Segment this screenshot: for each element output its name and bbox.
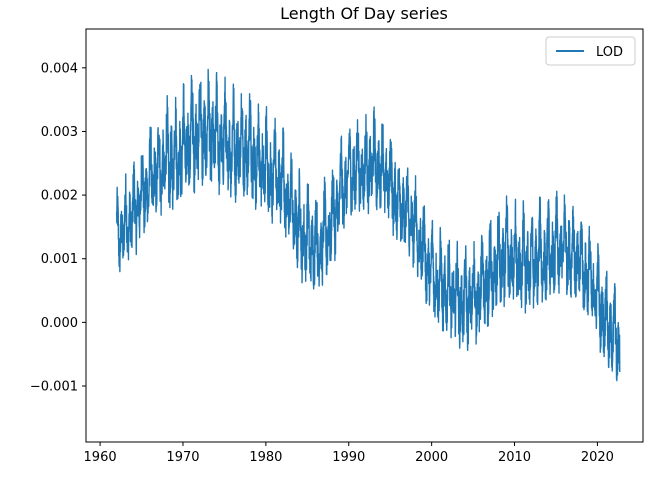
lod-series-line bbox=[115, 68, 621, 382]
y-tick-label: 0.000 bbox=[41, 316, 78, 331]
x-tick-label: 1980 bbox=[249, 450, 282, 465]
legend-entry-lod: LOD bbox=[596, 45, 623, 60]
y-tick-label: −0.001 bbox=[30, 380, 78, 395]
x-axis: 1960 1970 1980 1990 2000 2010 2020 bbox=[84, 442, 614, 465]
x-tick-label: 1990 bbox=[332, 450, 365, 465]
x-tick-label: 2020 bbox=[581, 450, 614, 465]
axes-frame bbox=[85, 28, 644, 443]
y-tick-label: 0.001 bbox=[41, 252, 78, 267]
legend-box bbox=[545, 36, 636, 66]
y-axis: −0.001 0.000 0.001 0.002 0.003 0.004 bbox=[30, 61, 86, 395]
legend: LOD bbox=[545, 36, 636, 66]
series-layer bbox=[115, 68, 621, 382]
y-tick-label: 0.003 bbox=[41, 125, 78, 140]
x-tick-label: 1970 bbox=[166, 450, 199, 465]
x-tick-label: 2000 bbox=[415, 450, 448, 465]
y-tick-label: 0.004 bbox=[41, 61, 78, 76]
x-tick-label: 2010 bbox=[498, 450, 531, 465]
y-tick-label: 0.002 bbox=[41, 189, 78, 204]
x-tick-label: 1960 bbox=[84, 450, 117, 465]
chart-title: Length Of Day series bbox=[280, 4, 448, 23]
